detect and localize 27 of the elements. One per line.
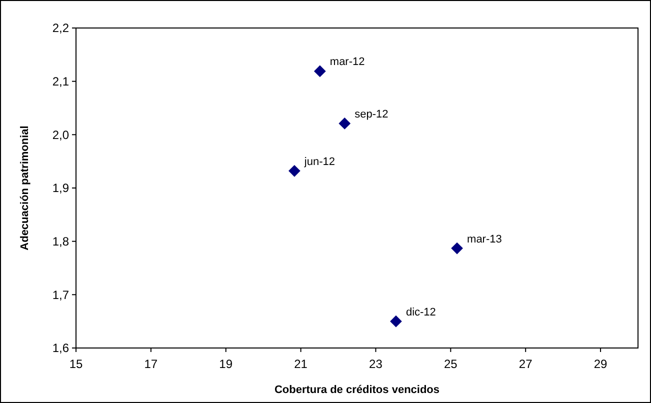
y-tick-label: 2,0	[52, 128, 70, 142]
x-tick-label: 21	[294, 357, 308, 371]
x-tick-label: 19	[219, 357, 233, 371]
point	[390, 315, 402, 328]
y-tick-label: 1,6	[52, 341, 70, 356]
y-axis-title: Adecuación patrimonial	[19, 126, 31, 250]
y-tick-label: 1,9	[52, 181, 70, 196]
annotation: sep-12	[354, 108, 388, 120]
x-tick-label: 23	[369, 357, 383, 371]
annotation: jun-12	[303, 156, 336, 168]
x-tick-label: 17	[144, 357, 158, 371]
x-axis-title: Cobertura de créditos vencidos	[274, 384, 440, 396]
annotation: mar-13	[467, 233, 502, 246]
y-tick-label: 1,7	[52, 288, 70, 302]
y-tick-label: 2,1	[52, 74, 70, 89]
x-tick-label: 27	[518, 357, 533, 371]
point	[338, 118, 351, 130]
point	[314, 65, 326, 78]
annotation: dic-12	[406, 306, 436, 318]
x-tick-label: 15	[69, 357, 83, 371]
x-tick-label: 25	[444, 357, 458, 371]
y-tick-label: 2,2	[52, 21, 70, 36]
point	[288, 164, 300, 177]
y-tick-label: 1,8	[52, 234, 70, 249]
annotation: mar-12	[330, 56, 365, 68]
x-tick-label: 29	[594, 357, 608, 371]
point	[451, 242, 463, 254]
